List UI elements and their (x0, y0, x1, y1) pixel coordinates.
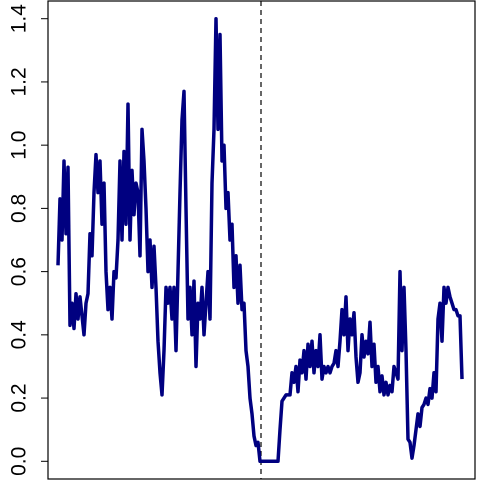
y-tick-label: 0.6 (8, 257, 31, 286)
y-tick-label: 0.8 (8, 194, 31, 223)
data-line (56, 16, 464, 464)
y-tick-label: 1.4 (8, 4, 31, 34)
y-tick-label: 1.0 (8, 131, 31, 160)
y-tick-label: 1.2 (8, 67, 31, 96)
y-tick-label: 0.2 (8, 383, 31, 412)
y-tick-label: 0.4 (8, 320, 31, 350)
y-tick-label: 0.0 (8, 447, 31, 476)
